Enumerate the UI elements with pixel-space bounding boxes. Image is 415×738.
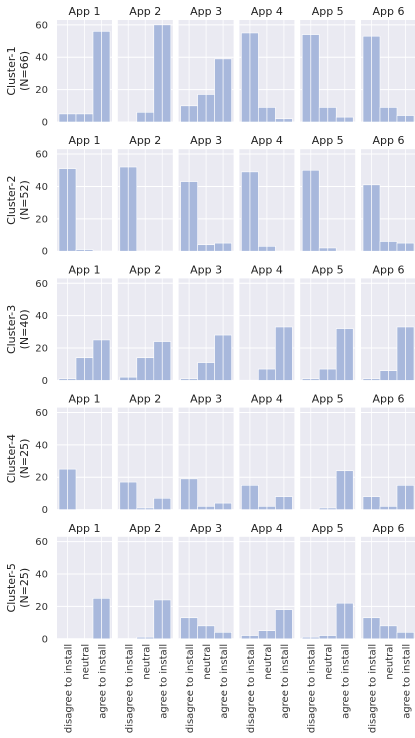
panel-title: App 6 <box>373 5 405 18</box>
x-category-label: neutral <box>141 644 152 680</box>
panel-title: App 2 <box>129 522 161 535</box>
y-tick-label: 40 <box>35 182 48 193</box>
panel-title: App 6 <box>373 263 405 276</box>
x-category-label: neutral <box>385 644 396 680</box>
x-category-label: agree to install <box>341 644 352 719</box>
y-tick-label: 0 <box>42 505 48 516</box>
panel-title: App 3 <box>190 263 222 276</box>
panel-title: App 4 <box>251 393 283 406</box>
panel-title: App 2 <box>129 5 161 18</box>
panel-title: App 3 <box>190 522 222 535</box>
row-label-cluster: Cluster-1 <box>5 46 18 95</box>
y-tick-label: 20 <box>35 85 48 96</box>
panel-title: App 5 <box>312 522 344 535</box>
panel-title: App 6 <box>373 522 405 535</box>
panel-title: App 1 <box>69 134 101 147</box>
panel-title: App 4 <box>251 522 283 535</box>
panel-title: App 3 <box>190 393 222 406</box>
row-label-n: (N=25) <box>18 568 31 608</box>
panel-title: App 1 <box>69 263 101 276</box>
panel-title: App 3 <box>190 134 222 147</box>
row-label-n: (N=52) <box>18 180 31 220</box>
y-tick-label: 60 <box>35 150 48 161</box>
panel-title: App 4 <box>251 134 283 147</box>
panel-title: App 5 <box>312 5 344 18</box>
row-label-cluster: Cluster-4 <box>5 434 18 483</box>
row-label-cluster: Cluster-5 <box>5 563 18 612</box>
y-tick-label: 20 <box>35 214 48 225</box>
row-label-n: (N=25) <box>18 439 31 479</box>
y-tick-label: 60 <box>35 408 48 419</box>
x-category-label: agree to install <box>280 644 291 719</box>
x-category-label: disagree to install <box>368 644 379 733</box>
panel-title: App 1 <box>69 522 101 535</box>
row-label-n: (N=40) <box>18 309 31 349</box>
y-tick-label: 40 <box>35 440 48 451</box>
panel-title: App 1 <box>69 5 101 18</box>
row-label-cluster: Cluster-3 <box>5 305 18 354</box>
x-category-label: agree to install <box>219 644 230 719</box>
x-category-label: neutral <box>263 644 274 680</box>
panel-title: App 5 <box>312 134 344 147</box>
y-tick-label: 20 <box>35 473 48 484</box>
row-label-n: (N=66) <box>18 51 31 91</box>
panel-title: App 5 <box>312 393 344 406</box>
x-category-label: neutral <box>81 644 92 680</box>
y-tick-label: 20 <box>35 602 48 613</box>
y-tick-label: 20 <box>35 344 48 355</box>
y-tick-label: 40 <box>35 570 48 581</box>
x-category-label: disagree to install <box>246 644 257 733</box>
x-category-label: agree to install <box>402 644 413 719</box>
panel-title: App 1 <box>69 393 101 406</box>
panel-title: App 3 <box>190 5 222 18</box>
x-category-label: disagree to install <box>185 644 196 733</box>
y-tick-label: 60 <box>35 279 48 290</box>
x-category-label: neutral <box>324 644 335 680</box>
x-category-label: disagree to install <box>307 644 318 733</box>
y-tick-label: 40 <box>35 311 48 322</box>
x-category-label: agree to install <box>158 644 169 719</box>
panel-title: App 2 <box>129 134 161 147</box>
x-category-label: disagree to install <box>124 644 135 733</box>
y-tick-label: 0 <box>42 118 48 129</box>
y-tick-label: 40 <box>35 53 48 64</box>
y-tick-label: 60 <box>35 20 48 31</box>
y-tick-label: 60 <box>35 537 48 548</box>
panel-title: App 2 <box>129 393 161 406</box>
panel-title: App 4 <box>251 263 283 276</box>
panel-title: App 6 <box>373 134 405 147</box>
panel-title: App 5 <box>312 263 344 276</box>
y-tick-label: 0 <box>42 634 48 645</box>
y-tick-label: 0 <box>42 247 48 258</box>
x-category-label: neutral <box>202 644 213 680</box>
x-category-label: disagree to install <box>64 644 75 733</box>
x-category-label: agree to install <box>98 644 109 719</box>
row-label-cluster: Cluster-2 <box>5 176 18 225</box>
y-tick-label: 0 <box>42 376 48 387</box>
panel-title: App 2 <box>129 263 161 276</box>
panel-title: App 4 <box>251 5 283 18</box>
panel-title: App 6 <box>373 393 405 406</box>
